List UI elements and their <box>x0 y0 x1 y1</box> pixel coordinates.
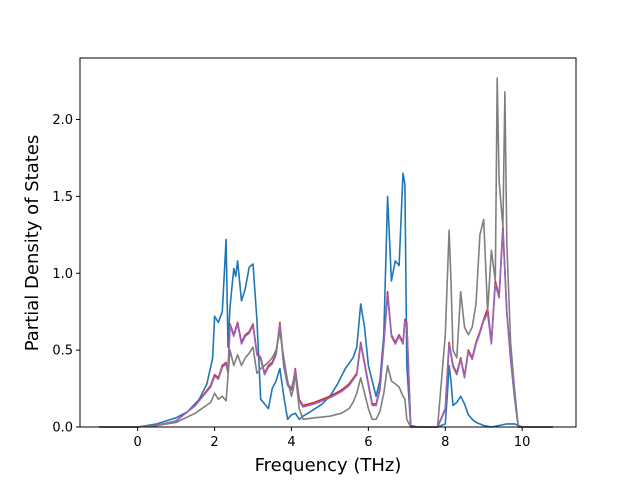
x-tick-label: 8 <box>441 435 449 450</box>
x-tick-label: 6 <box>364 435 372 450</box>
series-line-4 <box>99 77 553 428</box>
y-axis-ticks: 0.0 0.5 1.0 1.5 2.0 <box>52 113 80 436</box>
x-tick-label: 4 <box>287 435 295 450</box>
x-axis-ticks: 0 2 4 6 8 10 <box>134 427 531 450</box>
y-axis-label: Partial Density of States <box>22 135 43 352</box>
series-line-3 <box>99 229 553 428</box>
plot-frame <box>79 57 577 428</box>
y-tick-label: 0.5 <box>52 344 73 359</box>
y-tick-label: 2.0 <box>52 113 73 128</box>
x-tick-label: 0 <box>134 435 142 450</box>
y-tick-label: 1.0 <box>52 267 73 282</box>
series-lines <box>99 77 553 428</box>
x-tick-label: 2 <box>210 435 218 450</box>
y-tick-label: 0.0 <box>52 421 73 436</box>
x-axis-label: Frequency (THz) <box>255 455 402 476</box>
x-tick-label: 10 <box>514 435 531 450</box>
series-line-1 <box>99 172 553 428</box>
y-tick-label: 1.5 <box>52 190 73 205</box>
